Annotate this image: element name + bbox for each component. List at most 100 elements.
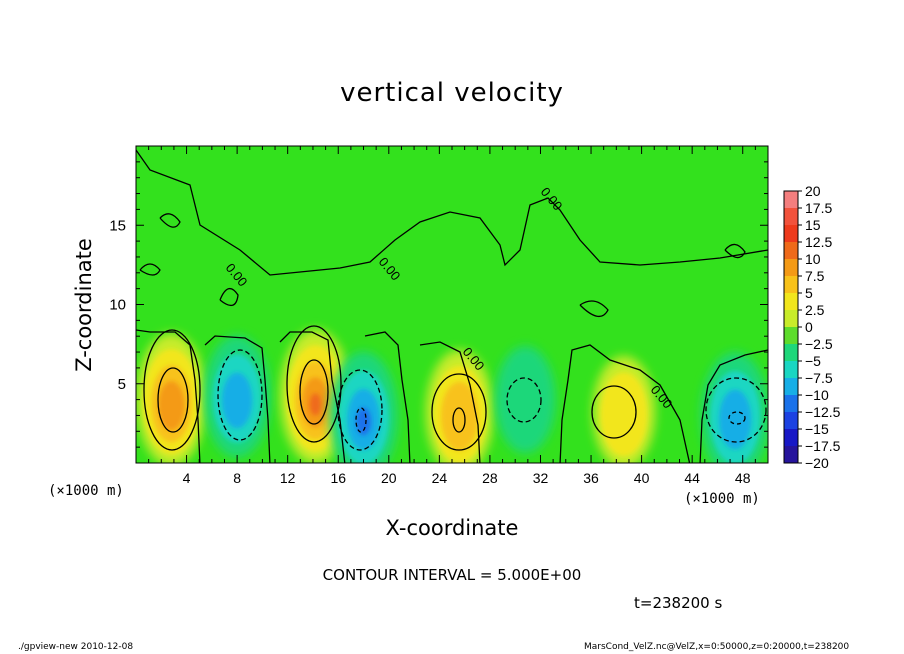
colorbar-swatch — [784, 446, 798, 463]
colorbar-label: −7.5 — [805, 370, 833, 386]
x-tick-label: 20 — [381, 470, 397, 486]
x-unit-label: (×1000 m) — [48, 483, 124, 499]
time-label: t=238200 s — [634, 594, 723, 612]
zero-contour-c — [364, 331, 411, 463]
colorbar-swatch — [784, 327, 798, 344]
colorbar-label: 10 — [805, 251, 821, 267]
colorbar-label: −17.5 — [805, 438, 841, 454]
colorbar-label: −12.5 — [805, 404, 841, 420]
chart-title: vertical velocity — [340, 78, 564, 108]
x-tick-label: 44 — [684, 470, 700, 486]
negative-contour-2-inner — [355, 407, 367, 433]
colorbar-swatch — [784, 310, 798, 327]
colorbar-swatch — [784, 395, 798, 412]
colorbar-swatch — [784, 208, 798, 225]
negative-contour-2 — [337, 369, 383, 451]
colorbar-label: −2.5 — [805, 336, 833, 352]
x-tick-label: 16 — [330, 470, 346, 486]
x-tick-label: 36 — [583, 470, 599, 486]
cell-updraft-4 — [425, 349, 494, 463]
cell-band — [158, 381, 185, 431]
noise-contour-2 — [219, 288, 239, 307]
noise-contour-5 — [159, 213, 181, 228]
colorbar-label: −5 — [805, 353, 821, 369]
zero-contour-f — [699, 349, 768, 463]
positive-contour-2 — [286, 325, 342, 443]
colorbar-label: 17.5 — [805, 200, 832, 216]
colorbar-label: −15 — [805, 421, 829, 437]
cell-downdraft-5 — [495, 346, 556, 454]
colorbar-label: −10 — [805, 387, 829, 403]
y-tick-label: 15 — [109, 217, 126, 234]
colorbar-swatch — [784, 191, 798, 208]
colorbar-swatch — [784, 276, 798, 293]
cell-band — [495, 346, 556, 454]
zero-contour-b — [279, 331, 346, 463]
negative-contour-1 — [217, 349, 263, 441]
footer-left: ./gpview-new 2010-12-08 — [18, 642, 134, 652]
cell-downdraft-1 — [203, 335, 271, 458]
colorbar-swatch — [784, 242, 798, 259]
positive-contour-1 — [143, 329, 201, 451]
footer-right: MarsCond_VelZ.nc@VelZ,x=0:50000,z=0:2000… — [584, 642, 850, 652]
negative-contour-3 — [506, 377, 542, 423]
cell-downdraft-7 — [701, 352, 768, 463]
colorbar: 2017.51512.5107.552.50−2.5−5−7.5−10−12.5… — [783, 183, 841, 471]
x-tick-label: 4 — [183, 470, 191, 486]
colorbar-label: 15 — [805, 217, 821, 233]
colorbar-swatch — [784, 412, 798, 429]
cell-band — [719, 389, 752, 450]
colorbar-swatch — [784, 293, 798, 310]
zero-contour-upper — [136, 149, 768, 276]
cell-band — [309, 393, 322, 416]
x-tick-label: 48 — [735, 470, 751, 486]
positive-contour-2-inner — [299, 359, 329, 425]
colorbar-swatch — [784, 259, 798, 276]
x-tick-label: 24 — [432, 470, 448, 486]
x-tick-label: 40 — [634, 470, 650, 486]
colorbar-swatch — [784, 361, 798, 378]
noise-contour-4 — [724, 243, 746, 259]
colorbar-label: −20 — [805, 455, 829, 471]
colorbar-swatch — [784, 344, 798, 361]
colorbar-label: 2.5 — [805, 302, 825, 318]
x-axis-label: X-coordinate — [385, 516, 519, 540]
cell-band — [600, 372, 648, 456]
colorbar-label: 7.5 — [805, 268, 825, 284]
y-tick-label: 5 — [118, 376, 126, 393]
contour-lines — [136, 149, 768, 463]
x-tick-label: 32 — [533, 470, 549, 486]
cell-band — [222, 372, 253, 429]
noise-contour-3 — [579, 300, 609, 317]
cell-band — [440, 381, 479, 451]
x-tick-label: 8 — [233, 470, 241, 486]
zero-contour-a — [204, 335, 271, 463]
positive-contour-3-inner — [452, 407, 466, 433]
colorbar-label: 12.5 — [805, 234, 832, 250]
x-tick-label: 28 — [482, 470, 498, 486]
colorbar-label: 20 — [805, 183, 821, 199]
cell-updraft-0 — [136, 333, 207, 463]
positive-contour-4 — [591, 385, 637, 439]
z-unit-label: (×1000 m) — [684, 491, 760, 507]
zero-contour-d — [419, 341, 481, 463]
cell-band — [356, 407, 371, 436]
contour-interval-text: CONTOUR INTERVAL = 5.000E+00 — [322, 566, 582, 584]
positive-contour-1-inner — [157, 367, 189, 433]
colorbar-swatch — [784, 429, 798, 446]
y-tick-label: 10 — [109, 297, 126, 314]
negative-contour-4-inner — [728, 411, 746, 425]
positive-contour-3 — [431, 373, 487, 451]
zero-contour-e — [559, 344, 691, 463]
plot-area: 0.00 0.000.000.000.00 — [136, 146, 768, 463]
x-tick-label: 12 — [280, 470, 296, 486]
y-axis: 5 10 15 — [109, 145, 768, 464]
y-axis-label: Z-coordinate — [72, 238, 96, 372]
cell-updraft-6 — [592, 356, 656, 463]
colorbar-label: 5 — [805, 285, 813, 301]
noise-contour-1 — [139, 263, 161, 276]
negative-contour-4 — [705, 377, 767, 443]
x-axis: 4 8 12 16 20 24 28 32 36 40 44 48 — [135, 146, 769, 486]
colorbar-swatch — [784, 378, 798, 395]
